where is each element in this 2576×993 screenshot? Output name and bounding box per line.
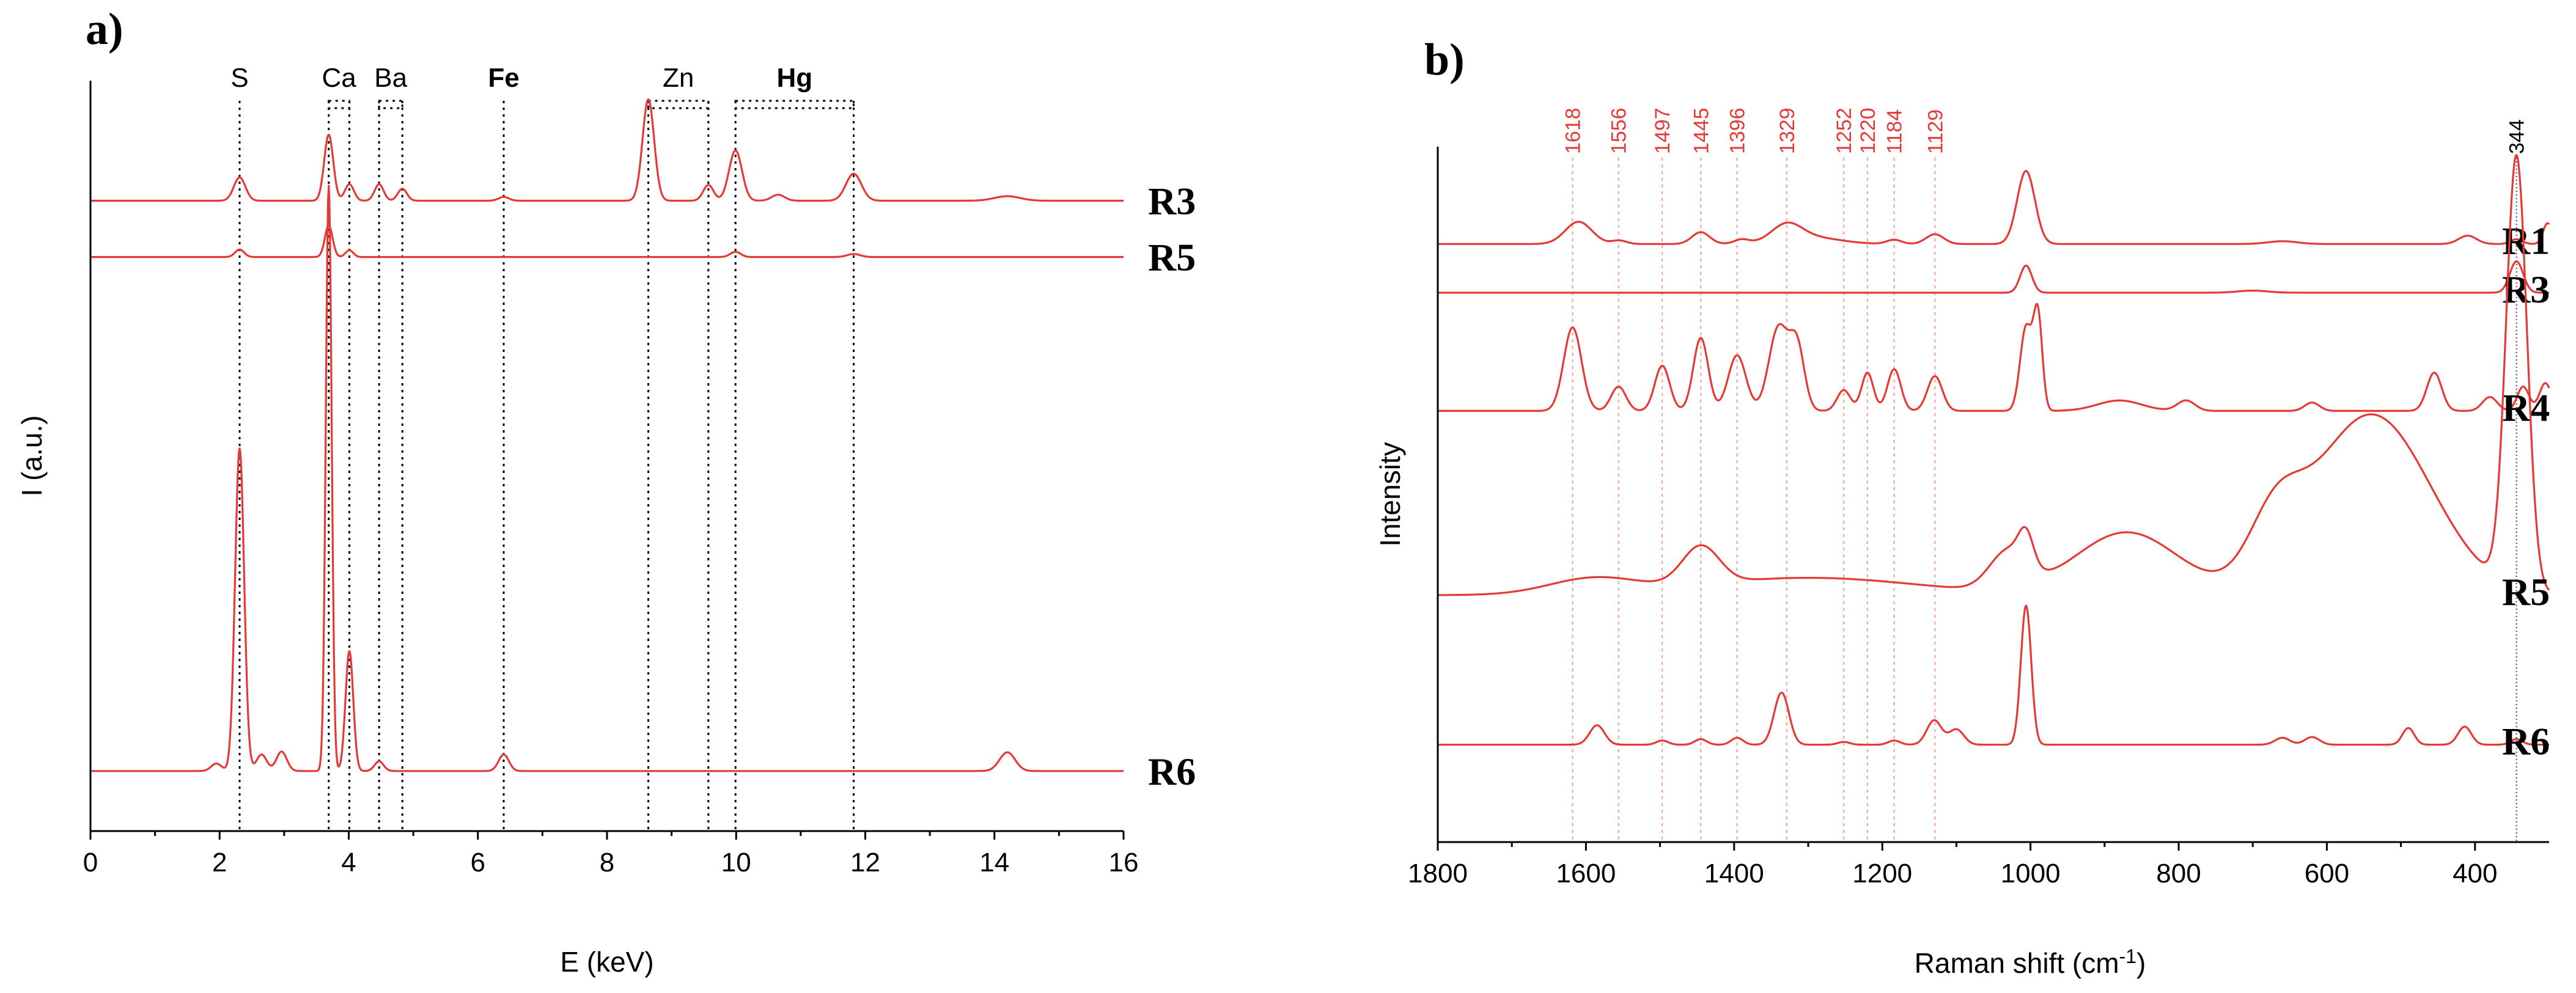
series-label-b-r6: R6 (2502, 720, 2550, 763)
y-axis-title-b: Intensity (1374, 442, 1406, 546)
x-tick-label-a: 6 (471, 848, 485, 878)
peak-label-1252: 1252 (1833, 108, 1856, 154)
x-axis-title-b: Raman shift (cm-1) (1915, 945, 2146, 979)
panel-label-a: a) (86, 4, 123, 54)
spectrum-b-r3 (1437, 260, 2550, 294)
x-tick-label-a: 16 (1109, 848, 1139, 878)
element-box-ca (328, 100, 351, 109)
series-label-a-r3: R3 (1148, 179, 1196, 222)
series-label-a-r6: R6 (1148, 750, 1196, 793)
x-tick-label-b: 600 (2305, 859, 2349, 889)
x-tick-label-b: 800 (2156, 859, 2201, 889)
peak-label-1396: 1396 (1726, 108, 1750, 154)
panel-label-b: b) (1424, 35, 1465, 85)
series-label-b-r5: R5 (2502, 570, 2550, 614)
x-tick-label-b: 1000 (2001, 859, 2061, 889)
y-axis-title-a: I (a.u.) (16, 416, 48, 497)
element-label-hg: Hg (777, 63, 813, 93)
peak-label-344: 344 (2506, 119, 2529, 154)
x-tick-label-a: 8 (600, 848, 614, 878)
spectrum-a-r6 (90, 185, 1124, 772)
spectrum-a-r3 (90, 98, 1124, 202)
element-label-zn: Zn (663, 63, 694, 93)
x-tick-label-b: 1600 (1556, 859, 1616, 889)
element-box-zn (647, 100, 710, 109)
element-label-s: S (230, 63, 248, 93)
x-tick-label-b: 1400 (1704, 859, 1764, 889)
x-tick-label-b: 1200 (1852, 859, 1912, 889)
x-tick-label-a: 12 (850, 848, 880, 878)
x-tick-label-a: 10 (721, 848, 751, 878)
element-label-ca: Ca (322, 63, 357, 93)
element-label-ba: Ba (374, 63, 407, 93)
spectrum-b-r6 (1437, 604, 2550, 746)
peak-label-1184: 1184 (1883, 109, 1907, 154)
peak-label-1220: 1220 (1857, 108, 1880, 154)
peak-label-1497: 1497 (1651, 108, 1674, 154)
series-label-b-r4: R4 (2502, 386, 2550, 429)
x-tick-label-a: 2 (212, 848, 227, 878)
element-box-hg (734, 100, 855, 109)
spectrum-b-r4 (1437, 302, 2550, 412)
peak-label-1556: 1556 (1608, 108, 1631, 154)
spectrum-a-r5 (90, 224, 1124, 258)
spectrum-b-r5 (1437, 154, 2550, 596)
peak-label-1618: 1618 (1562, 108, 1585, 154)
x-tick-label-a: 0 (83, 848, 98, 878)
series-label-a-r5: R5 (1148, 236, 1196, 279)
x-tick-label-a: 4 (341, 848, 356, 878)
x-tick-label-b: 1800 (1408, 859, 1468, 889)
spectrum-b-r1 (1437, 170, 2550, 245)
peak-label-1129: 1129 (1924, 109, 1947, 154)
x-axis-title-a: E (keV) (560, 946, 653, 978)
element-box-ba (378, 100, 403, 109)
x-tick-label-b: 400 (2453, 859, 2497, 889)
peak-label-1329: 1329 (1776, 108, 1799, 154)
peak-label-1445: 1445 (1690, 108, 1713, 154)
x-tick-label-a: 14 (979, 848, 1009, 878)
element-label-fe: Fe (488, 63, 519, 93)
